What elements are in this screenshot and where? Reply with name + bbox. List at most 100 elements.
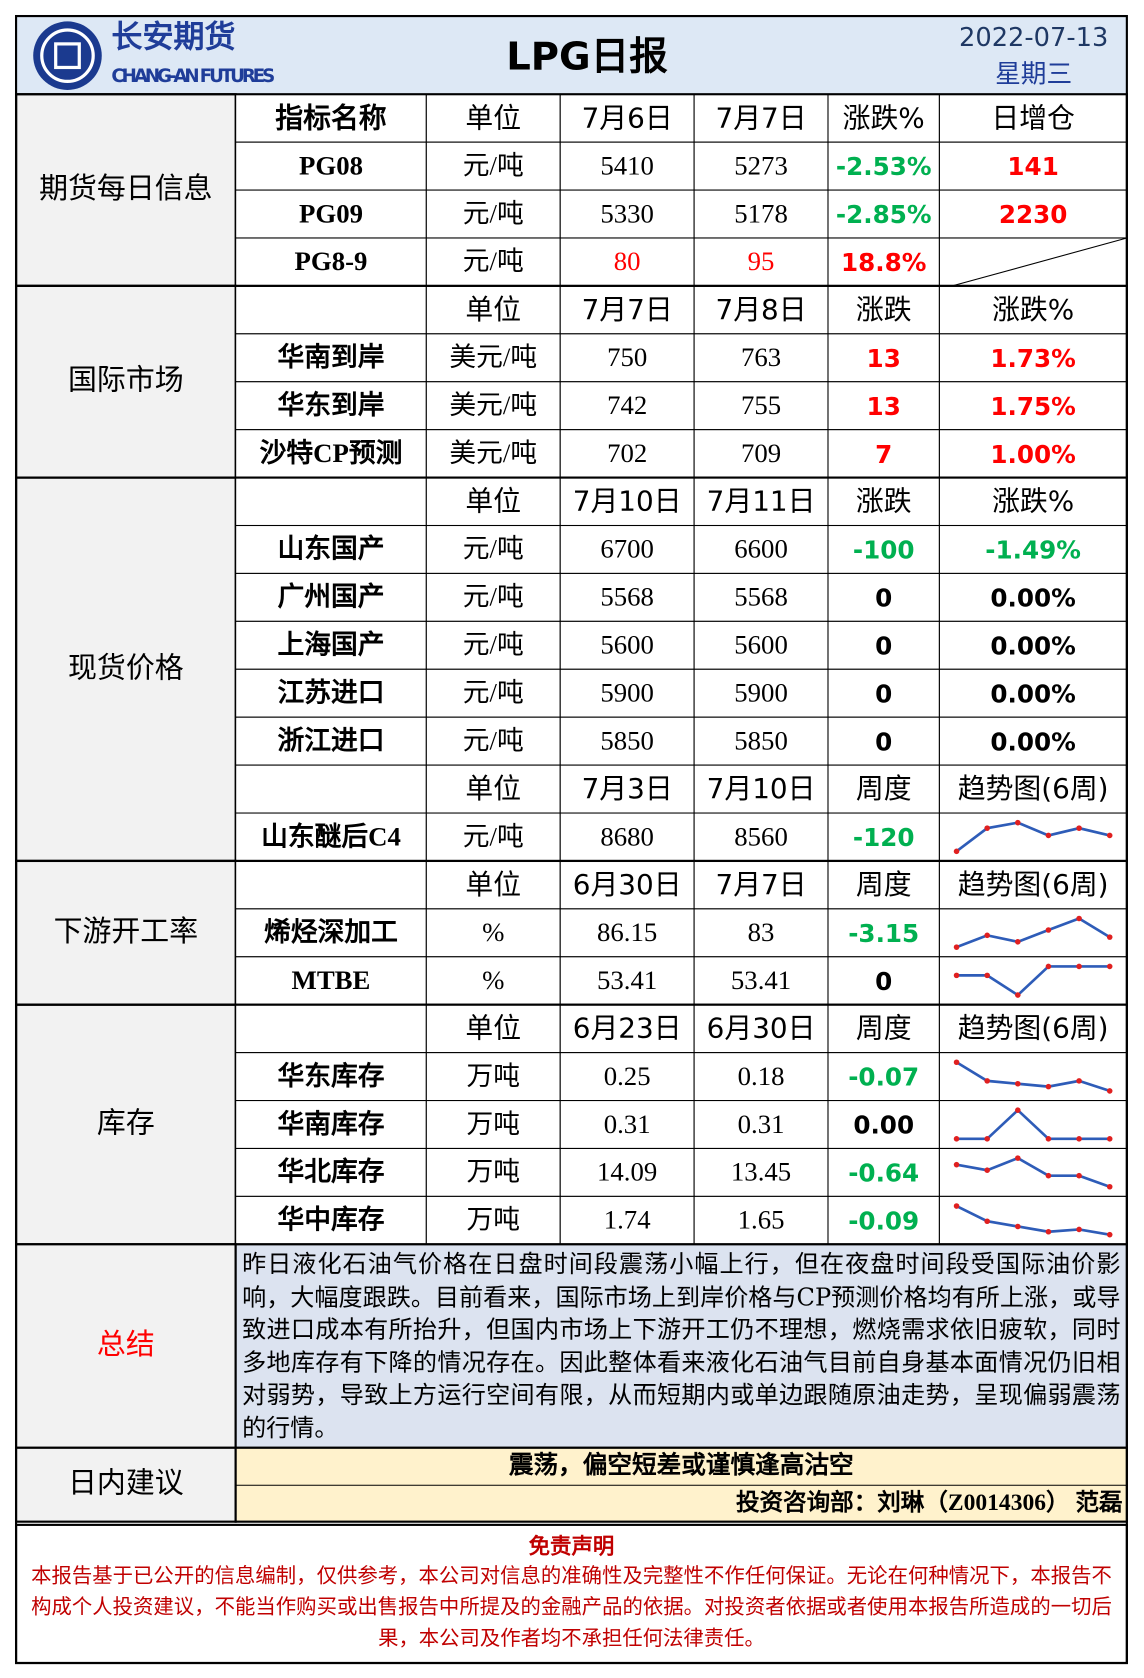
cell-text: 1.75% [990, 392, 1075, 421]
row-name: 上海国产 [277, 630, 384, 660]
cell-text: 0.31 [738, 1109, 785, 1139]
section-label: 现货价格 [68, 650, 184, 684]
row-name: 华北库存 [277, 1156, 384, 1187]
trend-point [984, 1218, 990, 1225]
cell-text: 755 [741, 390, 781, 420]
row-name: 广州国产 [277, 582, 384, 612]
cell [827, 668, 940, 718]
cell-text: 元/吨 [463, 534, 524, 564]
cell-text: 5600 [734, 630, 788, 660]
cell-text: -120 [853, 823, 915, 852]
cell [235, 908, 427, 958]
header-cell [827, 93, 940, 143]
trend-point [1076, 1078, 1082, 1084]
cell [938, 141, 1128, 191]
cell [235, 141, 427, 191]
trend-point [984, 825, 990, 831]
cell [693, 1147, 829, 1197]
header-text: 涨跌 [856, 293, 912, 326]
header-text: 单位 [465, 772, 521, 805]
cell [693, 429, 829, 479]
cell-text: 83 [748, 917, 775, 947]
cell [693, 812, 829, 862]
date: 2022-07-13 [959, 23, 1108, 53]
cell-text: 5568 [600, 582, 654, 612]
header-cell [693, 93, 829, 143]
cell-text: 5600 [600, 630, 654, 660]
header-text: 7月3日 [582, 772, 673, 805]
cell [235, 716, 427, 766]
cell-text: 709 [741, 438, 781, 468]
cell-text: 5900 [600, 678, 654, 708]
header-text: 涨跌% [992, 485, 1074, 518]
trend-point [1015, 1155, 1021, 1161]
row-name: PG8-9 [295, 246, 368, 276]
summary-label: 总结 [97, 1327, 155, 1361]
row-name: 华东到岸 [277, 389, 384, 420]
cell [235, 381, 427, 431]
cell [693, 572, 829, 622]
trend-line [956, 965, 1110, 997]
cell [827, 620, 940, 670]
cell-text: 0 [875, 967, 892, 996]
header-text: 日增仓 [991, 101, 1075, 134]
header-cell [235, 285, 427, 335]
cell-text: 万吨 [466, 1205, 520, 1235]
trend-point [984, 932, 990, 939]
trend-point [984, 972, 990, 979]
header-cell [235, 764, 427, 814]
cell [938, 668, 1128, 718]
cell [693, 189, 829, 239]
header-text: 7月7日 [716, 101, 807, 134]
header-cell [235, 1004, 427, 1054]
cell [938, 716, 1128, 766]
cell-text: 5568 [734, 582, 788, 612]
trend-point [1106, 832, 1113, 839]
cell-text: 1.74 [604, 1205, 651, 1235]
cell [693, 716, 829, 766]
trend-point [1106, 1231, 1113, 1238]
cell-text: 5273 [734, 150, 788, 180]
header-text: 7月6日 [582, 101, 673, 134]
cell-text: -3.15 [848, 919, 919, 948]
cell-text: 763 [741, 342, 781, 372]
cell-text: 0.00 [853, 1111, 914, 1140]
section-label: 库存 [97, 1106, 155, 1140]
section-label-bg [14, 859, 237, 1006]
header-text: 6月30日 [573, 868, 682, 901]
cell [938, 812, 1128, 862]
cell-text: 6600 [734, 534, 788, 564]
section-label: 下游开工率 [54, 914, 199, 948]
cell-text: 13 [867, 344, 901, 373]
cell-text: 14.09 [597, 1157, 657, 1187]
cell [235, 668, 427, 718]
header-text: 周度 [856, 868, 912, 901]
cell [693, 141, 829, 191]
cell [425, 668, 561, 718]
row-name: 江苏进口 [277, 678, 384, 708]
cell-text: 0 [875, 679, 892, 708]
logo-ring [40, 28, 95, 83]
cell [827, 572, 940, 622]
trend-point [1015, 819, 1021, 826]
header-cell [938, 860, 1128, 910]
trend-point [1106, 1183, 1113, 1190]
header-cell [559, 1004, 695, 1054]
trend-point [1076, 963, 1082, 970]
row-name: 华中库存 [277, 1204, 384, 1235]
cell-text: 7 [875, 440, 892, 469]
trend-point [984, 1136, 990, 1142]
cell-text: 0.31 [604, 1109, 651, 1139]
row-name: PG09 [299, 198, 363, 228]
trend-line [956, 1108, 1110, 1141]
cell [235, 189, 427, 239]
header-text: 趋势图(6周) [958, 1012, 1109, 1045]
cell [938, 908, 1128, 958]
cell [938, 1147, 1128, 1197]
analyst: 投资咨询部：刘琳（Z0014306） 范磊 [736, 1488, 1123, 1516]
header-text: 单位 [465, 293, 521, 326]
trend-point [1015, 1080, 1021, 1087]
cell-text: 1.00% [990, 440, 1075, 469]
disclaimer-body: 本报告基于已公开的信息编制，仅供参考，本公司对信息的准确性及完整性不作任何保证。… [31, 1564, 1112, 1650]
cell [425, 716, 561, 766]
